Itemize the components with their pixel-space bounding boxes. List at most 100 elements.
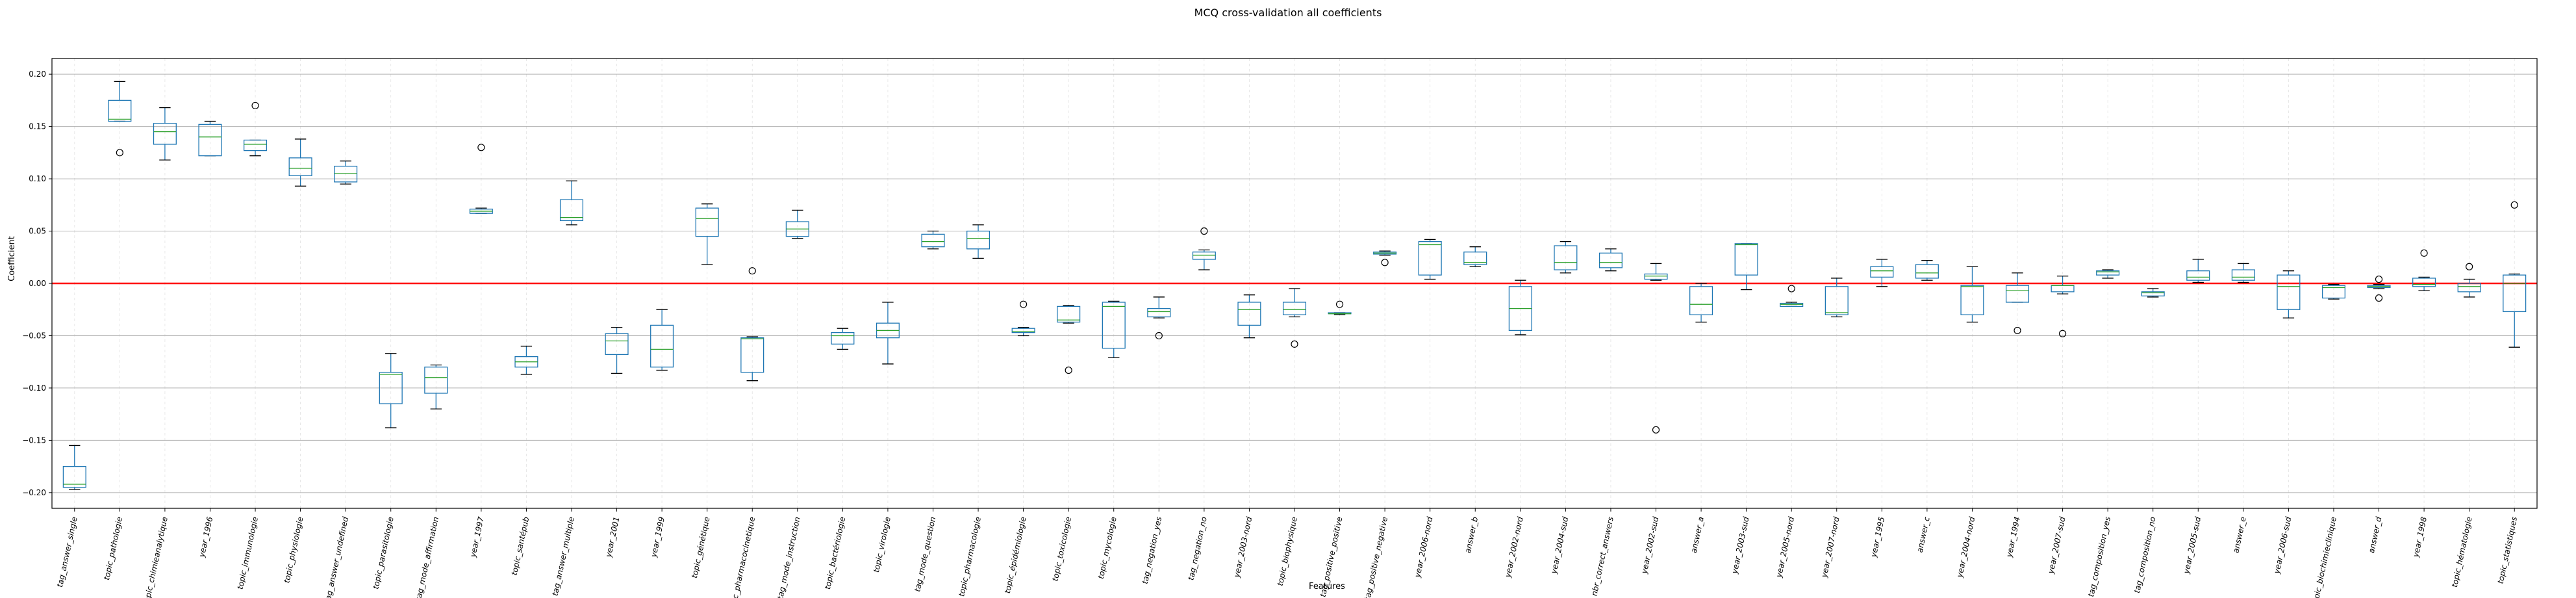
iqr-box — [695, 207, 719, 237]
box-tag_mode_instruction — [785, 209, 809, 239]
iqr-box — [1915, 264, 1939, 279]
box-year_2007-nord — [1825, 278, 1849, 318]
iqr-box — [2457, 283, 2481, 292]
outlier-point — [1291, 340, 1298, 348]
box-tag_mode_affirmation — [424, 364, 448, 410]
outlier-point — [1335, 300, 1344, 308]
box-topic_biophysique — [1282, 288, 1307, 348]
iqr-box — [198, 124, 222, 157]
iqr-box — [424, 367, 448, 394]
box-year_1998 — [2412, 249, 2436, 291]
box-year_2005-sud — [2186, 259, 2210, 283]
iqr-box — [559, 199, 584, 222]
iqr-box — [2141, 291, 2165, 296]
y-tick-label: 0.20 — [29, 70, 46, 79]
iqr-box — [1237, 302, 1261, 326]
box-answer_d — [2367, 275, 2391, 302]
iqr-box — [1825, 286, 1849, 315]
box-answer_a — [1689, 283, 1713, 323]
box-year_1995 — [1870, 259, 1894, 287]
iqr-box — [1554, 245, 1578, 270]
outlier-point — [1200, 227, 1208, 235]
iqr-box — [2277, 274, 2301, 310]
iqr-box — [153, 123, 177, 145]
iqr-box — [605, 333, 629, 356]
y-tick-label: −0.20 — [22, 488, 46, 497]
outlier-point — [477, 144, 485, 151]
box-tag_positive_negative — [1373, 250, 1397, 266]
iqr-box — [288, 157, 312, 176]
box-topic_pharmacologie — [966, 224, 991, 259]
box-tag_answer_single — [62, 445, 86, 490]
box-topic_génétique — [695, 203, 719, 265]
outlier-point — [116, 149, 123, 157]
box-topic_toxicologie — [1057, 305, 1081, 374]
iqr-box — [1734, 243, 1758, 276]
iqr-box — [1192, 252, 1216, 260]
outlier-point — [2058, 330, 2067, 337]
box-year_1997 — [469, 144, 493, 214]
box-nbr_correct_answers — [1598, 248, 1623, 272]
box-year_2003-nord — [1237, 294, 1261, 339]
box-tag_answer_multiple — [559, 180, 584, 226]
iqr-box — [1644, 273, 1668, 280]
box-year_1999 — [650, 309, 674, 371]
iqr-box — [1418, 240, 1442, 276]
box-tag_answer_undefined — [334, 161, 358, 185]
outlier-point — [748, 267, 756, 275]
box-topic_bactériologie — [831, 328, 855, 350]
box-year_2004-nord — [1960, 266, 1984, 323]
box-topic_statistiques — [2503, 201, 2527, 348]
box-topic_virologie — [876, 302, 900, 365]
box-year_2007-sud — [2051, 276, 2075, 337]
iqr-box — [108, 99, 132, 122]
x-axis-label: Features — [1309, 582, 1345, 592]
outlier-point — [2510, 201, 2518, 209]
outlier-point — [1652, 426, 1660, 434]
iqr-box — [1598, 252, 1623, 268]
iqr-box — [1282, 302, 1307, 315]
iqr-box — [2096, 270, 2120, 276]
box-year_2004-sud — [1554, 240, 1578, 274]
box-topic_épidémiologie — [1011, 300, 1035, 337]
y-tick-label: −0.05 — [22, 331, 46, 340]
iqr-box — [2005, 285, 2030, 303]
iqr-box — [1780, 302, 1804, 307]
iqr-box — [2503, 274, 2527, 313]
iqr-box — [1870, 266, 1894, 278]
box-year_2002-sud — [1644, 263, 1668, 434]
iqr-box — [379, 372, 403, 404]
iqr-box — [2231, 269, 2255, 281]
box-year_2006-sud — [2277, 270, 2301, 318]
box-tag_negation_yes — [1147, 296, 1171, 340]
outlier-point — [1065, 366, 1072, 374]
outlier-point — [251, 101, 259, 110]
y-tick-label: 0.00 — [29, 279, 46, 288]
iqr-box — [243, 139, 268, 151]
outlier-point — [2420, 249, 2428, 257]
iqr-box — [1960, 285, 1984, 315]
iqr-box — [2186, 270, 2210, 281]
y-axis-label: Coefficient — [7, 236, 17, 281]
box-topic_mycologie — [1102, 300, 1126, 358]
box-answer_b — [1463, 246, 1487, 267]
y-tick-label: −0.15 — [22, 436, 46, 445]
iqr-box — [831, 332, 855, 344]
iqr-box — [1463, 252, 1487, 265]
box-year_2003-sud — [1734, 243, 1758, 291]
box-year_2005-nord — [1780, 285, 1804, 307]
iqr-box — [1057, 306, 1081, 323]
iqr-box — [1147, 307, 1171, 318]
box-answer_e — [2231, 263, 2255, 283]
outlier-point — [1020, 300, 1028, 308]
iqr-box — [62, 465, 86, 488]
outlier-point — [1155, 332, 1163, 340]
iqr-box — [921, 233, 945, 248]
y-tick-label: 0.10 — [29, 174, 46, 183]
outlier-point — [2466, 263, 2473, 270]
box-topic_pathologie — [108, 81, 132, 157]
outlier-point — [2375, 275, 2383, 283]
axes-frame — [51, 58, 2538, 509]
box-tag_mode_question — [921, 230, 945, 250]
box-answer_c — [1915, 259, 1939, 281]
